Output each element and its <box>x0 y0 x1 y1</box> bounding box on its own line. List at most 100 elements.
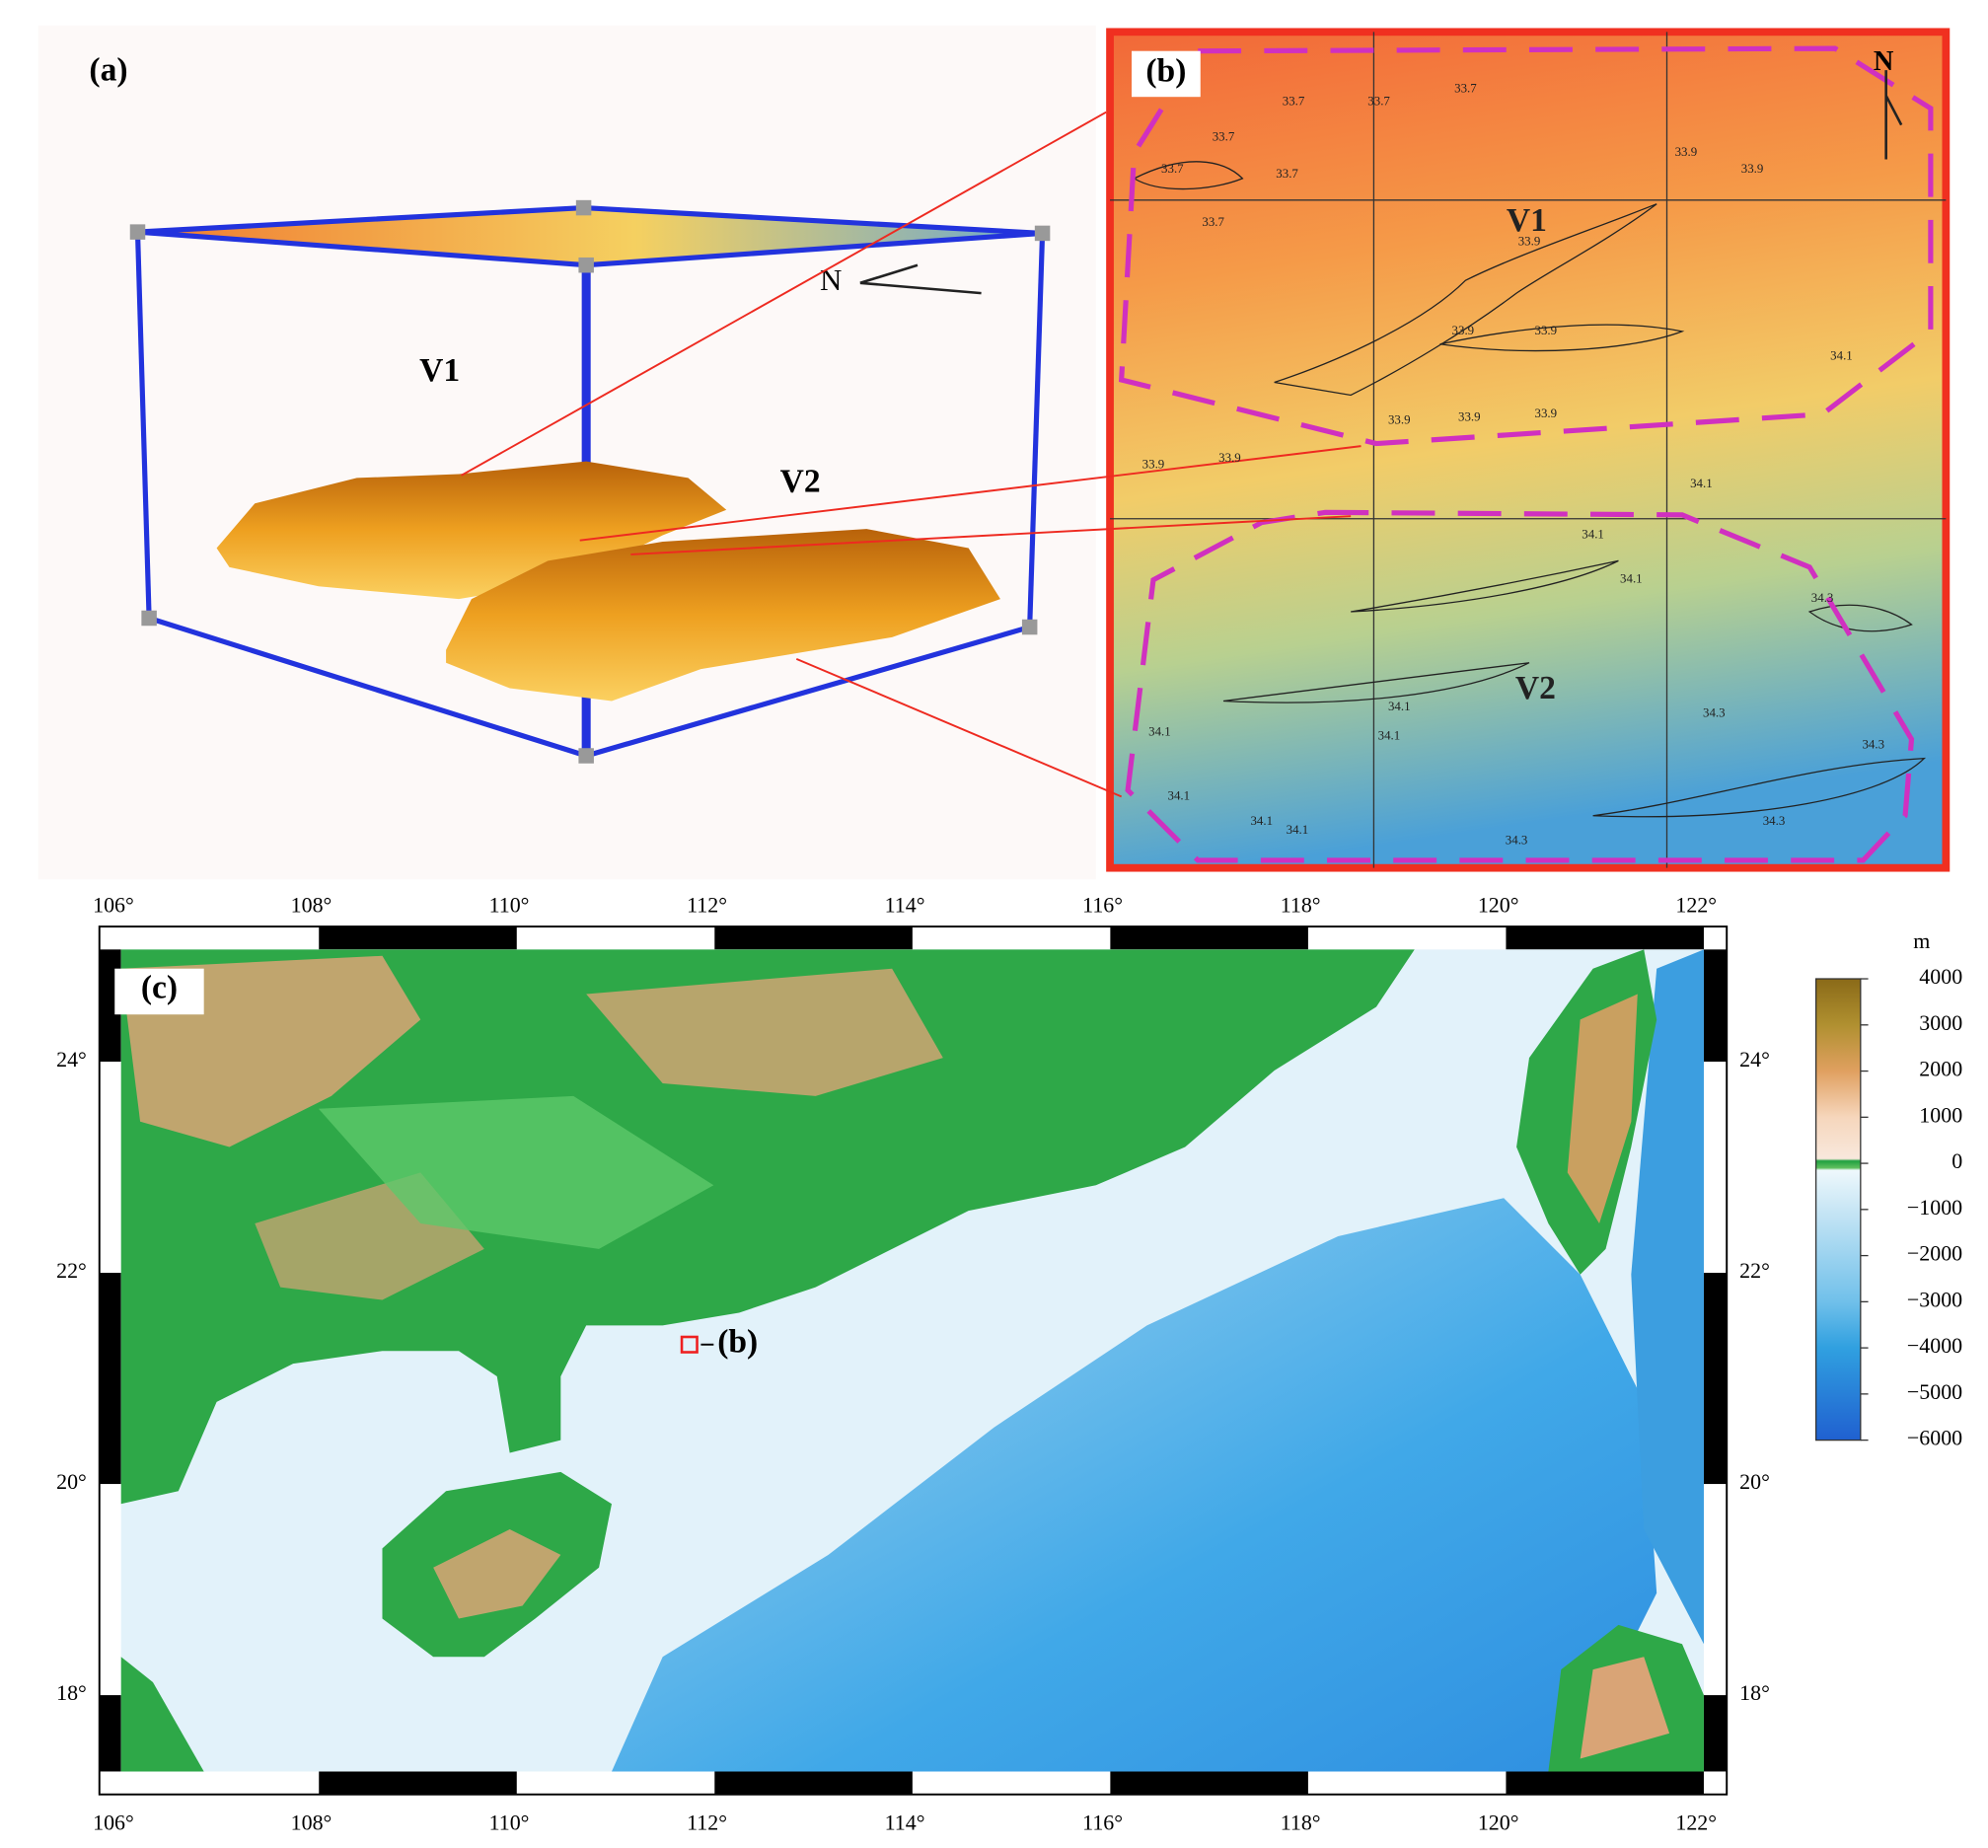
lon-label: 118° <box>1281 1811 1321 1835</box>
contour-label: 33.9 <box>1388 411 1411 426</box>
frame-bar <box>1506 1771 1704 1795</box>
lat-label: 20° <box>56 1469 87 1494</box>
contour-label: 33.9 <box>1458 409 1481 424</box>
contour-label: 33.7 <box>1283 93 1305 108</box>
label-box <box>1132 50 1201 98</box>
v1-label: V1 <box>419 352 460 389</box>
colorbar-label: 1000 <box>1919 1102 1962 1127</box>
frame-bar <box>1703 1273 1728 1485</box>
contour-label: 34.1 <box>1148 724 1171 739</box>
panel-label: (b) <box>1145 53 1186 90</box>
lat-label: 24° <box>56 1047 87 1072</box>
lon-label: 106° <box>93 893 134 918</box>
lon-label: 116° <box>1082 1811 1123 1835</box>
contour-label: 33.7 <box>1213 129 1235 144</box>
panel-b <box>1106 28 1951 872</box>
contour-label: 33.9 <box>1534 323 1557 337</box>
colorbar-label: −6000 <box>1907 1426 1962 1450</box>
colorbar-label: −2000 <box>1907 1241 1962 1266</box>
frame-bar <box>1110 926 1308 950</box>
deep-sea <box>612 1198 1657 1772</box>
contour-label: 33.7 <box>1202 214 1224 229</box>
frame-bar <box>1110 1771 1308 1795</box>
frame-bar <box>1506 926 1704 950</box>
contour-label: 33.9 <box>1518 233 1541 248</box>
lat-label: 22° <box>56 1258 87 1283</box>
lon-label: 108° <box>291 1811 332 1835</box>
inset-label: (b) <box>717 1323 758 1360</box>
contour-label: 33.9 <box>1534 406 1557 420</box>
v2-label: V2 <box>780 464 821 500</box>
contour-label: 33.9 <box>1452 323 1475 337</box>
frame-bar <box>714 1771 913 1795</box>
frame-bar <box>1703 949 1728 1062</box>
colorbar-label: 2000 <box>1919 1057 1962 1081</box>
lon-label: 106° <box>93 1811 134 1835</box>
contour-label: 34.1 <box>1830 348 1853 363</box>
lat-label: 20° <box>1739 1469 1770 1494</box>
frame-bar <box>319 1771 517 1795</box>
v2-label: V2 <box>1515 670 1556 706</box>
study-area <box>680 1335 699 1354</box>
lon-label: 114° <box>885 893 925 918</box>
panel-label: (a) <box>89 51 127 88</box>
lat-label: 18° <box>56 1680 87 1705</box>
contour-label: 34.1 <box>1620 571 1643 586</box>
contour-label: 34.1 <box>1378 728 1401 743</box>
colorbar <box>1814 978 1862 1441</box>
lon-label: 122° <box>1675 893 1717 918</box>
frame-bar <box>714 926 913 950</box>
lon-label: 108° <box>291 893 332 918</box>
contour-label: 33.9 <box>1218 450 1241 465</box>
contour-label: 33.7 <box>1161 161 1184 176</box>
contour-label: 34.1 <box>1388 699 1411 713</box>
connectors <box>461 111 1362 798</box>
label-box <box>114 968 204 1015</box>
lon-label: 118° <box>1281 893 1321 918</box>
lon-label: 116° <box>1082 893 1123 918</box>
contour-label: 33.9 <box>1741 161 1764 176</box>
contour-label: 33.9 <box>1675 144 1698 159</box>
contour-label: 34.3 <box>1506 833 1528 848</box>
colorbar-label: −1000 <box>1907 1195 1962 1220</box>
lon-label: 120° <box>1478 1811 1519 1835</box>
colorbar-unit: m <box>1913 928 1930 953</box>
colorbar-label: −5000 <box>1907 1379 1962 1404</box>
contour-label: 34.3 <box>1703 704 1726 719</box>
lon-label: 112° <box>687 893 727 918</box>
contour-label: 34.1 <box>1167 787 1190 802</box>
north-arrow-a <box>859 263 982 295</box>
colorbar-label: 0 <box>1951 1148 1962 1173</box>
lon-label: 110° <box>489 1811 530 1835</box>
box-corners <box>129 199 1051 764</box>
colorbar-label: −3000 <box>1907 1287 1962 1311</box>
contour-label: 33.7 <box>1367 93 1390 108</box>
contour-label: 34.1 <box>1690 476 1713 490</box>
contours <box>1133 161 1927 818</box>
contour-label: 34.3 <box>1763 813 1786 828</box>
lon-label: 122° <box>1675 1811 1717 1835</box>
contour-label: 34.1 <box>1287 822 1309 837</box>
contour-label: 34.1 <box>1250 813 1273 828</box>
zone-outlines <box>1118 45 1934 863</box>
contour-label: 33.9 <box>1142 456 1165 471</box>
contour-label: 34.1 <box>1582 527 1604 542</box>
colorbar-label: 3000 <box>1919 1010 1962 1035</box>
lon-label: 120° <box>1478 893 1519 918</box>
contour-label: 34.3 <box>1862 737 1884 752</box>
surface-v2 <box>446 529 1000 702</box>
contour-label: 33.7 <box>1276 166 1298 181</box>
frame-bar <box>319 926 517 950</box>
colorbar-label: −4000 <box>1907 1333 1962 1358</box>
contour-label: 33.7 <box>1454 80 1477 95</box>
frame-bar <box>1703 1695 1728 1772</box>
lat-label: 22° <box>1739 1258 1770 1283</box>
v1-label: V1 <box>1507 202 1547 239</box>
north-label: N <box>1874 46 1894 77</box>
lon-label: 110° <box>489 893 530 918</box>
panel-label: (c) <box>141 969 178 1005</box>
panel-a-bg <box>37 25 1096 880</box>
colorbar-label: 4000 <box>1919 964 1962 989</box>
